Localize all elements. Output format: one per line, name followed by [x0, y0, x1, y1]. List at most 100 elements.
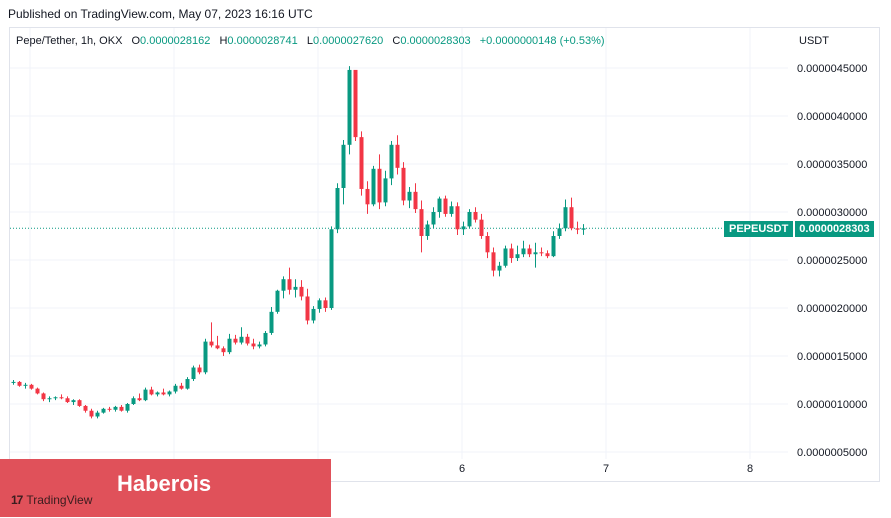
candle-body — [167, 391, 172, 395]
candle-body — [365, 188, 370, 205]
candle-body — [437, 198, 442, 212]
candle-body — [359, 137, 364, 189]
candle-body — [545, 253, 550, 257]
candle-body — [413, 191, 418, 210]
candle-body — [317, 300, 322, 309]
watermark-text: Haberois — [117, 471, 212, 496]
candle-body — [407, 191, 412, 201]
candle-body — [59, 397, 64, 399]
candle-body — [515, 254, 520, 259]
candle-body — [107, 408, 112, 410]
candle-body — [11, 381, 16, 383]
candle-body — [383, 178, 388, 203]
candle-body — [23, 384, 28, 386]
published-caption: Published on TradingView.com, May 07, 20… — [8, 7, 313, 21]
candle-body — [299, 286, 304, 297]
candle-body — [203, 341, 208, 373]
candle-body — [137, 398, 142, 401]
candle-body — [509, 248, 514, 259]
candle-body — [431, 212, 436, 225]
candle-body — [263, 332, 268, 345]
y-tick-label: 0.0000045000 — [797, 63, 867, 75]
legend-high: 0.0000028741 — [227, 35, 298, 47]
candle-body — [221, 348, 226, 353]
price-tag-symbol: PEPEUSDT — [724, 221, 794, 237]
candle-body — [401, 167, 406, 201]
candle-body — [341, 144, 346, 188]
candle-body — [209, 341, 214, 346]
candle-body — [581, 228, 586, 230]
x-tick-label: 7 — [603, 463, 609, 475]
candle-body — [455, 206, 460, 230]
candle-body — [569, 207, 574, 229]
candle-body — [47, 398, 52, 400]
candle-body — [89, 410, 94, 417]
legend-high-label: H — [219, 35, 228, 47]
candle-body — [125, 404, 130, 411]
candle-body — [119, 406, 124, 411]
candle-body — [257, 344, 262, 347]
candle-body — [461, 226, 466, 230]
candle-body — [287, 279, 292, 290]
legend-open: 0.0000028162 — [140, 35, 211, 47]
candle-body — [395, 144, 400, 168]
candle-body — [533, 252, 538, 255]
chart-frame — [9, 27, 880, 482]
candle-body — [467, 212, 472, 227]
y-tick-label: 0.0000025000 — [797, 255, 867, 267]
candle-body — [239, 336, 244, 343]
legend-low: 0.0000027620 — [312, 35, 384, 47]
candle-body — [197, 367, 202, 373]
tradingview-logo[interactable]: 17 TradingView — [11, 493, 92, 507]
price-tag-value: 0.0000028303 — [794, 221, 874, 237]
candle-body — [557, 228, 562, 236]
candle-body — [575, 228, 580, 230]
candle-body — [29, 384, 34, 389]
candle-body — [191, 367, 196, 380]
candle-body — [101, 408, 106, 413]
candle-body — [269, 311, 274, 333]
y-tick-label: 0.0000035000 — [797, 159, 867, 171]
candle-body — [293, 286, 298, 290]
candle-body — [539, 252, 544, 254]
candle-body — [443, 198, 448, 214]
candle-body — [347, 69, 352, 145]
candle-body — [491, 252, 496, 271]
candle-body — [245, 336, 250, 344]
candle-body — [251, 343, 256, 347]
candle-body — [485, 236, 490, 253]
candle-body — [527, 248, 532, 255]
candle-body — [503, 248, 508, 266]
candle-body — [71, 400, 76, 403]
candle-body — [353, 69, 358, 138]
candle-body — [17, 381, 22, 386]
x-tick-label: 6 — [459, 463, 465, 475]
candle-body — [131, 398, 136, 404]
candle-body — [275, 290, 280, 312]
candle-body — [419, 209, 424, 236]
y-tick-label: 0.0000015000 — [797, 351, 867, 363]
candle-body — [83, 405, 88, 411]
y-tick-label: 0.0000040000 — [797, 111, 867, 123]
watermark-banner — [0, 459, 331, 517]
candle-body — [155, 392, 160, 395]
candle-body — [77, 400, 82, 406]
y-tick-label: 0.0000020000 — [797, 303, 867, 315]
y-tick-label: 0.0000030000 — [797, 207, 867, 219]
candle-body — [179, 385, 184, 389]
candle-body — [377, 168, 382, 203]
candle-body — [233, 338, 238, 343]
tradingview-logo-text: TradingView — [26, 493, 93, 507]
ohlc-legend: Pepe/Tether, 1h, OKX O0.0000028162 H0.00… — [16, 35, 605, 47]
candle-body — [281, 279, 286, 291]
x-tick-label: 8 — [747, 463, 753, 475]
legend-symbol: Pepe/Tether, 1h, OKX — [16, 35, 123, 47]
candle-body — [65, 398, 70, 403]
candle-body — [35, 388, 40, 394]
candle-body — [425, 224, 430, 236]
candle-body — [149, 389, 154, 395]
candle-body — [551, 236, 556, 257]
last-price-tag: PEPEUSDT 0.0000028303 — [724, 221, 874, 237]
candle-body — [449, 206, 454, 214]
